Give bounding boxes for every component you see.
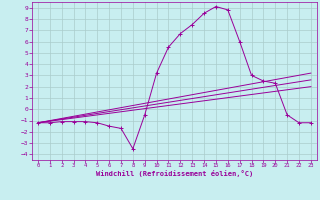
X-axis label: Windchill (Refroidissement éolien,°C): Windchill (Refroidissement éolien,°C) (96, 170, 253, 177)
